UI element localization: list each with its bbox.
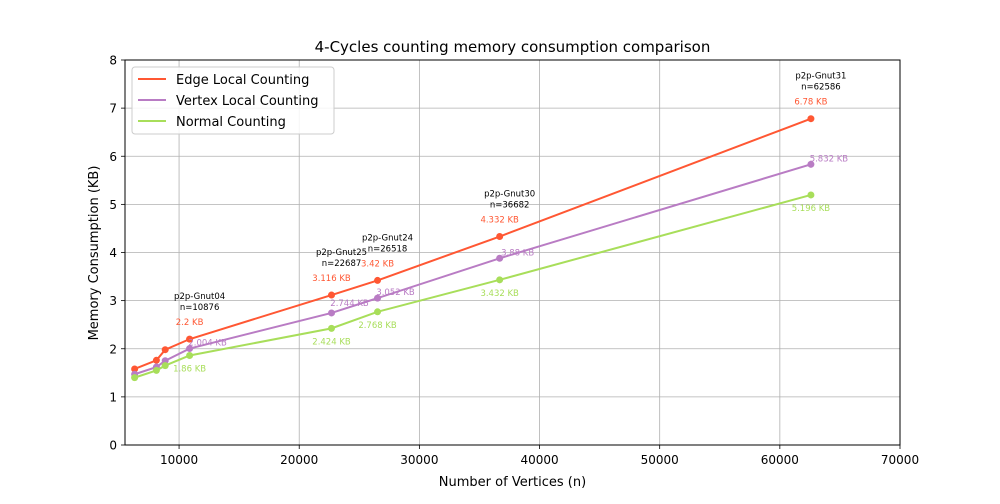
data-labels: 2.2 KB 3.116 KB 3.42 KB 4.332 KB 6.78 KB 2.00…: [173, 98, 848, 375]
data-point: [186, 335, 194, 343]
y-tick-label: 1: [109, 390, 117, 404]
data-value-label: 3.42 KB: [361, 259, 394, 269]
data-point: [374, 276, 382, 284]
x-tick-label: 30000: [400, 453, 438, 467]
data-value-label: 2.004 KB: [188, 339, 227, 349]
data-value-label: 2.424 KB: [312, 337, 351, 347]
data-point: [496, 254, 504, 262]
data-point: [131, 374, 139, 382]
data-point: [328, 291, 336, 299]
x-tick-label: 50000: [641, 453, 679, 467]
dataset-size-label: n=62586: [801, 83, 841, 93]
x-tick-label: 20000: [280, 453, 318, 467]
axes: 10000 20000 30000 40000 50000 60000 70000 0 1 2 3 4…: [109, 54, 919, 468]
y-tick-label: 5: [109, 198, 117, 212]
chart-title: 4-Cycles counting memory consumption com…: [315, 38, 711, 56]
data-value-label: 2.2 KB: [176, 318, 204, 328]
data-point: [152, 356, 160, 364]
data-point: [186, 345, 194, 353]
legend-box: [131, 66, 335, 135]
series-group: [131, 115, 815, 382]
data-point: [152, 366, 160, 374]
data-point: [496, 233, 504, 241]
data-value-label: 1.86 KB: [173, 364, 206, 374]
data-point: [496, 276, 504, 284]
data-point: [328, 324, 336, 332]
data-value-label: 2.768 KB: [358, 321, 397, 331]
data-value-label: 3.432 KB: [480, 289, 519, 299]
x-tick-label: 10000: [160, 453, 198, 467]
dataset-size-label: n=36682: [490, 201, 530, 211]
dataset-size-label: n=26518: [368, 244, 408, 254]
data-point: [161, 362, 169, 370]
y-tick-label: 4: [109, 246, 117, 260]
legend-entry-label: Vertex Local Counting: [176, 94, 318, 109]
legend-entry-label: Edge Local Counting: [176, 73, 309, 88]
plot-frame: [124, 59, 901, 446]
y-tick-label: 0: [109, 439, 117, 453]
legend: Edge Local Counting Vertex Local Counting…: [131, 66, 335, 135]
data-value-label: 5.832 KB: [810, 154, 849, 164]
x-axis-label: Number of Vertices (n): [439, 475, 586, 490]
series-line-2: [134, 163, 812, 376]
dataset-name-label: p2p-Gnut04: [174, 292, 225, 302]
y-tick-label: 6: [109, 150, 117, 164]
data-point: [374, 308, 382, 316]
dataset-size-label: n=10876: [180, 303, 220, 313]
data-point: [807, 115, 815, 123]
data-point: [328, 309, 336, 317]
data-point: [374, 294, 382, 302]
data-point: [807, 160, 815, 168]
series-line-3: [134, 193, 812, 379]
data-point: [186, 351, 194, 359]
dataset-name-label: p2p-Gnut24: [362, 233, 413, 243]
y-tick-label: 8: [109, 54, 117, 68]
data-value-label: 6.78 KB: [794, 98, 827, 108]
legend-entry-label: Normal Counting: [176, 115, 286, 130]
data-value-label: 3.052 KB: [376, 288, 415, 298]
x-tick-label: 60000: [761, 453, 799, 467]
x-tick-label: 40000: [520, 453, 558, 467]
dataset-name-label: p2p-Gnut30: [484, 190, 535, 200]
grid-lines: [125, 59, 901, 446]
y-tick-label: 7: [109, 102, 117, 116]
y-tick-label: 3: [109, 294, 117, 308]
data-point: [161, 346, 169, 354]
dataset-name-label: p2p-Gnut31: [795, 72, 846, 82]
dataset-size-label: n=22687: [322, 259, 362, 269]
y-axis-label: Memory Consumption (KB): [87, 166, 102, 341]
data-value-label: 5.196 KB: [792, 204, 831, 214]
x-tick-label: 70000: [881, 453, 919, 467]
data-point: [161, 357, 169, 365]
data-point: [131, 365, 139, 373]
data-value-label: 3.88 KB: [501, 248, 534, 258]
data-value-label: 4.332 KB: [480, 216, 519, 226]
data-value-label: 2.744 KB: [330, 299, 369, 309]
y-tick-label: 2: [109, 342, 117, 356]
dataset-name-label: p2p-Gnut25: [316, 248, 367, 258]
data-point: [807, 191, 815, 199]
data-value-label: 3.116 KB: [312, 274, 351, 284]
